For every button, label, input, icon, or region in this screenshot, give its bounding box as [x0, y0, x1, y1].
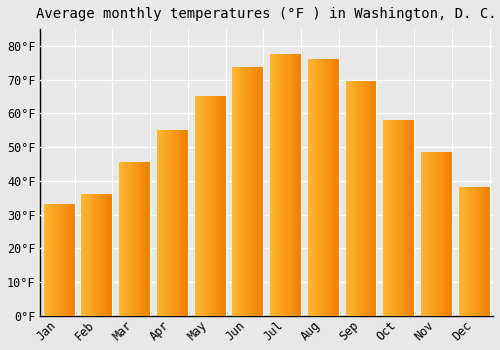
- Title: Average monthly temperatures (°F ) in Washington, D. C.: Average monthly temperatures (°F ) in Wa…: [36, 7, 497, 21]
